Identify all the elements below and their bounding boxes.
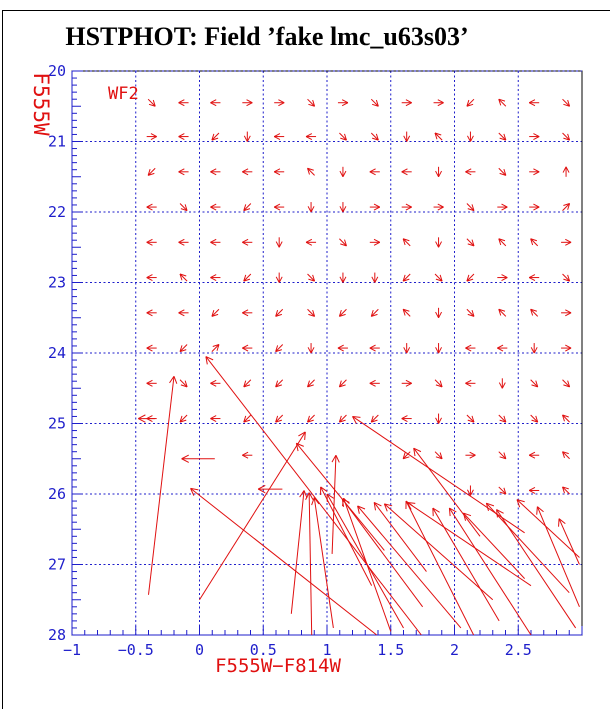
svg-text:25: 25 xyxy=(48,415,66,433)
svg-text:22: 22 xyxy=(48,203,66,221)
window-border-left xyxy=(2,10,3,709)
svg-text:−0.5: −0.5 xyxy=(118,641,154,659)
svg-text:23: 23 xyxy=(48,274,66,292)
svg-text:27: 27 xyxy=(48,556,66,574)
svg-text:1: 1 xyxy=(322,641,331,659)
svg-text:0: 0 xyxy=(195,641,204,659)
y-axis-label: F555W xyxy=(29,72,53,136)
svg-text:2: 2 xyxy=(450,641,459,659)
svg-text:20: 20 xyxy=(48,62,66,80)
detector-label: WF2 xyxy=(108,84,139,104)
error-vector-arrows xyxy=(138,98,580,635)
page-title: HSTPHOT: Field ’fake lmc_u63s03’ xyxy=(65,22,469,51)
x-axis-label: F555W−F814W xyxy=(215,655,341,677)
svg-text:1.5: 1.5 xyxy=(377,641,404,659)
svg-text:21: 21 xyxy=(48,133,66,151)
svg-text:2.5: 2.5 xyxy=(505,641,532,659)
svg-text:24: 24 xyxy=(48,344,66,362)
window-border-top xyxy=(2,10,610,11)
svg-text:26: 26 xyxy=(48,485,66,503)
svg-text:0.5: 0.5 xyxy=(250,641,277,659)
tick-labels: −1 −0.5 0 0.5 1 1.5 2 2.5 20 21 22 23 24 25 26 27 28 xyxy=(48,62,532,659)
svg-text:28: 28 xyxy=(48,626,66,644)
gridlines xyxy=(72,70,582,635)
svg-text:−1: −1 xyxy=(63,641,81,659)
